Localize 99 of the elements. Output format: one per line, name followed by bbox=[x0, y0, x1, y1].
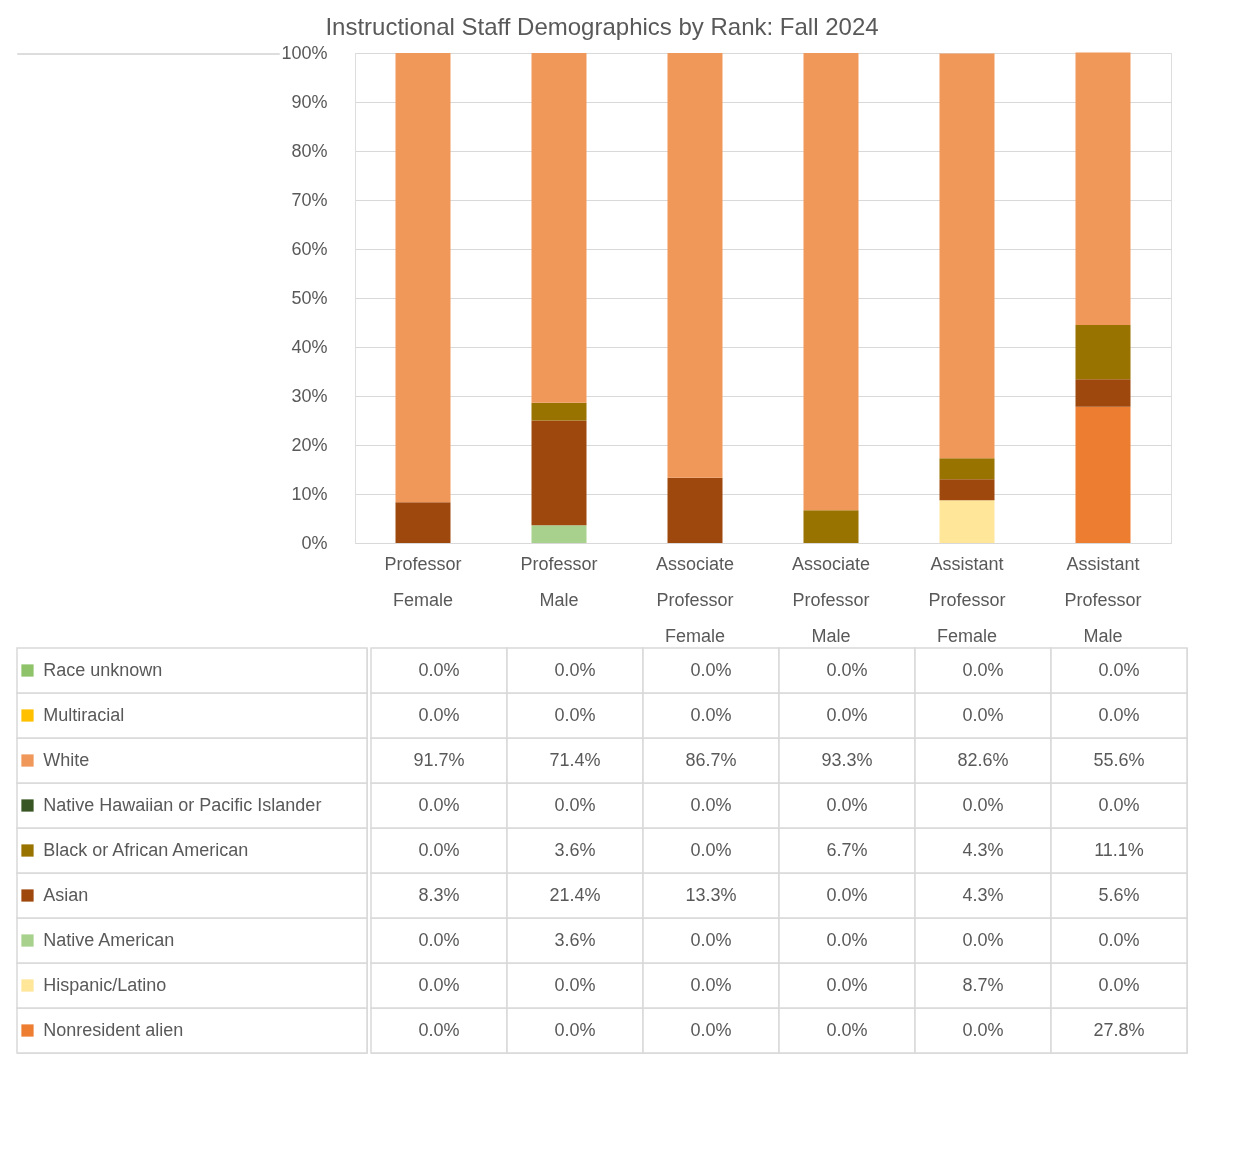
x-tick-label: Assistant Professor Female bbox=[928, 553, 1006, 646]
data-label: 8.7% bbox=[962, 974, 1004, 995]
data-label: 0.0% bbox=[418, 974, 460, 995]
bar bbox=[395, 502, 451, 543]
data-label: 0.0% bbox=[418, 1019, 460, 1040]
data-label: 21.4% bbox=[549, 884, 601, 905]
bar bbox=[531, 420, 587, 526]
bar bbox=[531, 53, 587, 403]
data-label: 0.0% bbox=[826, 929, 868, 950]
data-label: 0.0% bbox=[690, 974, 732, 995]
y-tick-label: 50% bbox=[291, 287, 328, 308]
data-label: 0.0% bbox=[554, 704, 596, 725]
legend-label: Black or African American bbox=[43, 839, 249, 860]
data-label: 0.0% bbox=[418, 839, 460, 860]
data-label: 27.8% bbox=[1093, 1019, 1145, 1040]
bar bbox=[667, 477, 723, 543]
y-tick-label: 30% bbox=[291, 385, 328, 406]
x-tick-label: Associate Professor Male bbox=[791, 553, 871, 646]
legend-label: Nonresident alien bbox=[43, 1019, 184, 1040]
y-tick-label: 10% bbox=[291, 483, 328, 504]
y-tick-label: 90% bbox=[291, 91, 328, 112]
x-tick-label: Associate Professor Female bbox=[655, 553, 735, 646]
y-tick-label: 70% bbox=[291, 189, 328, 210]
bar bbox=[939, 458, 995, 480]
data-label: 0.0% bbox=[690, 794, 732, 815]
data-label: 11.1% bbox=[1094, 839, 1144, 860]
y-tick-label: 40% bbox=[291, 336, 328, 357]
data-label: 8.3% bbox=[418, 884, 460, 905]
data-label: 0.0% bbox=[826, 704, 868, 725]
y-tick-label: 20% bbox=[291, 434, 328, 455]
data-label: 55.6% bbox=[1093, 749, 1145, 770]
data-label: 0.0% bbox=[418, 794, 460, 815]
bar bbox=[1075, 52, 1131, 325]
legend-label: White bbox=[43, 749, 90, 770]
data-label: 0.0% bbox=[826, 884, 868, 905]
data-label: 0.0% bbox=[690, 704, 732, 725]
y-tick-label: 60% bbox=[291, 238, 328, 259]
data-label: 4.3% bbox=[962, 839, 1004, 860]
data-label: 0.0% bbox=[826, 794, 868, 815]
data-label: 0.0% bbox=[962, 929, 1004, 950]
data-label: 0.0% bbox=[962, 659, 1004, 680]
data-label: 0.0% bbox=[690, 929, 732, 950]
data-label: 0.0% bbox=[554, 659, 596, 680]
data-label: 0.0% bbox=[826, 974, 868, 995]
bar bbox=[1075, 379, 1131, 407]
bar bbox=[803, 510, 859, 543]
data-label: 0.0% bbox=[1098, 794, 1140, 815]
x-tick-label: Professor Male bbox=[520, 553, 598, 610]
data-label: 13.3% bbox=[685, 884, 737, 905]
data-label: 0.0% bbox=[554, 1019, 596, 1040]
x-tick-label: Assistant Professor Male bbox=[1064, 553, 1142, 646]
x-tick-label: Professor Female bbox=[384, 553, 462, 610]
data-label: 0.0% bbox=[1098, 659, 1140, 680]
data-label: 0.0% bbox=[826, 659, 868, 680]
data-label: 0.0% bbox=[1098, 929, 1140, 950]
data-label: 0.0% bbox=[1098, 974, 1140, 995]
bar bbox=[1075, 406, 1131, 543]
data-label: 0.0% bbox=[418, 659, 460, 680]
data-label: 0.0% bbox=[418, 929, 460, 950]
data-label: 82.6% bbox=[957, 749, 1009, 770]
data-label: 0.0% bbox=[962, 1019, 1004, 1040]
data-label: 0.0% bbox=[962, 794, 1004, 815]
data-label: 0.0% bbox=[418, 704, 460, 725]
y-tick-label: 100% bbox=[281, 42, 328, 63]
data-label: 0.0% bbox=[1098, 704, 1140, 725]
legend-label: Multiracial bbox=[43, 704, 125, 725]
bar bbox=[803, 53, 859, 511]
bar bbox=[531, 402, 587, 421]
data-label: 0.0% bbox=[826, 1019, 868, 1040]
bar bbox=[939, 53, 995, 459]
data-label: 0.0% bbox=[690, 1019, 732, 1040]
y-tick-label: 80% bbox=[291, 140, 328, 161]
bar bbox=[939, 479, 995, 501]
legend-label: Asian bbox=[43, 884, 89, 905]
chart-title: Instructional Staff Demographics by Rank: Fall 2024 bbox=[325, 12, 879, 40]
legend-label: Hispanic/Latino bbox=[43, 974, 167, 995]
legend-label: Race unknown bbox=[43, 659, 163, 680]
data-label: 0.0% bbox=[962, 704, 1004, 725]
data-label: 91.7% bbox=[413, 749, 465, 770]
y-tick-label: 0% bbox=[301, 532, 328, 553]
data-label: 3.6% bbox=[554, 839, 596, 860]
data-label: 0.0% bbox=[690, 659, 732, 680]
data-label: 5.6% bbox=[1098, 884, 1140, 905]
data-label: 4.3% bbox=[962, 884, 1004, 905]
data-label: 3.6% bbox=[554, 929, 596, 950]
data-label: 0.0% bbox=[554, 794, 596, 815]
data-label: 86.7% bbox=[685, 749, 737, 770]
data-label: 71.4% bbox=[549, 749, 601, 770]
bar bbox=[395, 53, 451, 503]
data-label: 6.7% bbox=[826, 839, 868, 860]
data-label: 0.0% bbox=[690, 839, 732, 860]
data-label: 93.3% bbox=[821, 749, 873, 770]
bar bbox=[667, 53, 723, 478]
bar bbox=[531, 525, 587, 543]
bar bbox=[1075, 324, 1131, 380]
legend-label: Native American bbox=[43, 929, 175, 950]
data-label: 0.0% bbox=[554, 974, 596, 995]
bar bbox=[939, 500, 995, 543]
legend-label: Native Hawaiian or Pacific Islander bbox=[43, 794, 322, 815]
